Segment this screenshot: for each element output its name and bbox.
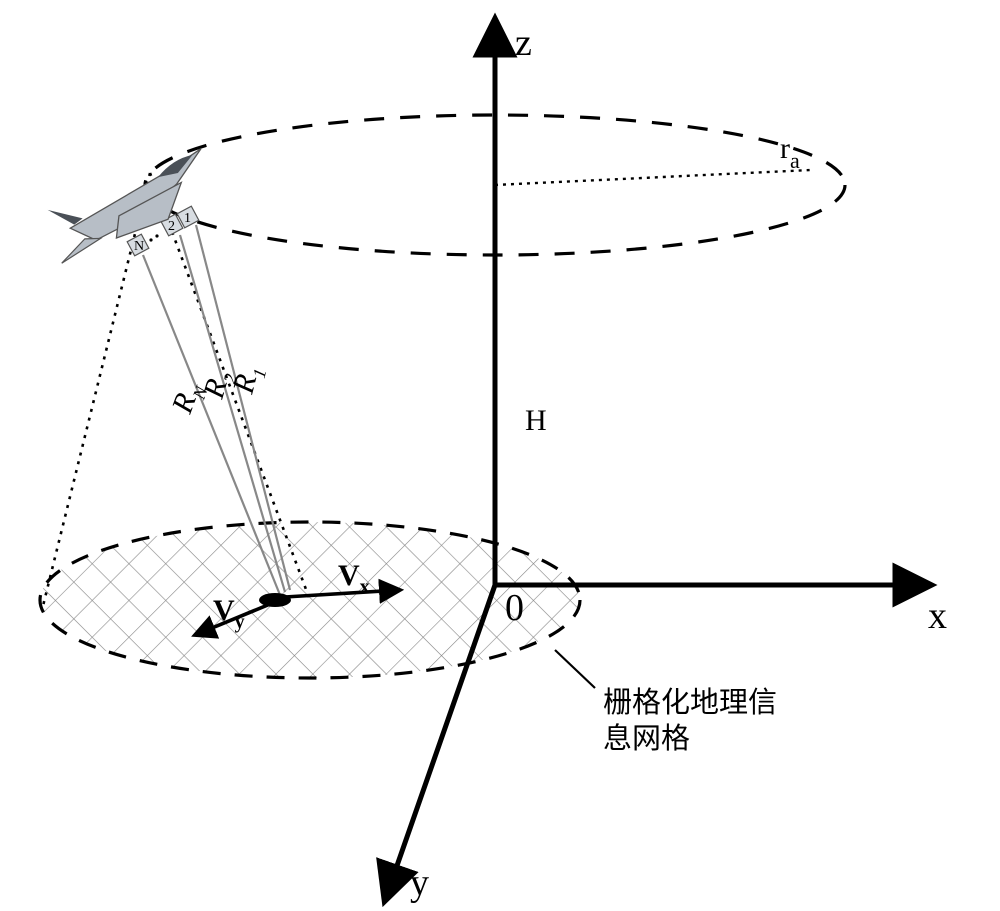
svg-text:N: N (134, 239, 144, 254)
svg-text:0: 0 (505, 587, 524, 629)
svg-text:y: y (410, 862, 429, 904)
svg-text:栅格化地理信: 栅格化地理信 (603, 686, 777, 719)
svg-text:息网格: 息网格 (603, 722, 690, 755)
svg-text:H: H (525, 404, 547, 437)
svg-text:x: x (928, 595, 947, 637)
svg-text:z: z (515, 22, 532, 64)
svg-text:ra: ra (780, 132, 800, 173)
svg-text:1: 1 (184, 211, 191, 226)
svg-text:2: 2 (168, 219, 175, 234)
